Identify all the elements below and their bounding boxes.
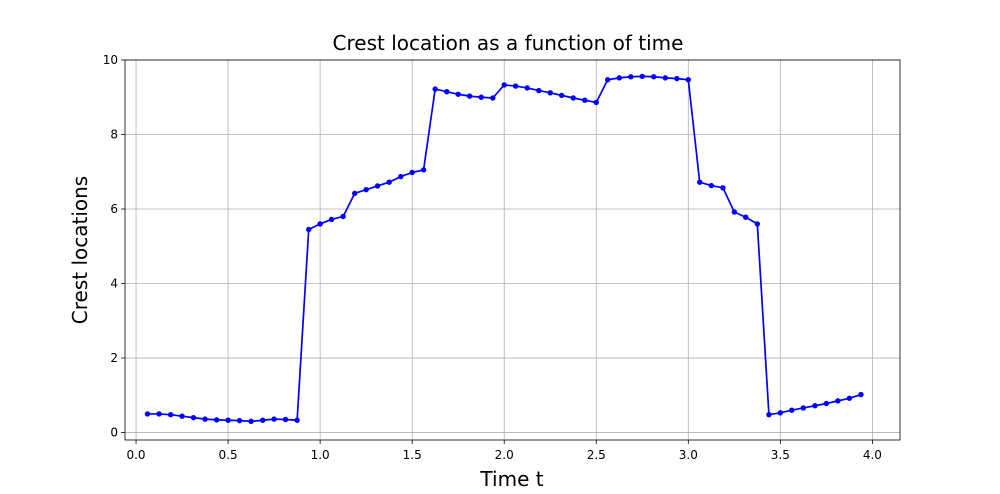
data-point [650, 74, 657, 80]
x-tick-label: 0.0 [126, 448, 145, 462]
data-point [754, 221, 761, 227]
data-point [409, 169, 415, 176]
data-point [674, 75, 680, 82]
data-point [789, 407, 795, 413]
data-point [743, 214, 749, 220]
data-point [536, 87, 542, 94]
data-point [455, 91, 461, 97]
data-point [639, 73, 645, 80]
data-point [202, 416, 208, 422]
plot-frame [124, 59, 901, 441]
data-point [271, 416, 277, 422]
data-point [812, 403, 818, 409]
data-point [708, 182, 715, 189]
data-point [823, 400, 830, 407]
grid-lines [125, 59, 900, 440]
data-point [570, 95, 576, 101]
data-point [720, 185, 726, 191]
data-point [444, 88, 450, 95]
data-point [582, 97, 588, 103]
x-tick-label: 1.0 [311, 448, 330, 462]
data-point [225, 417, 231, 423]
data-point [777, 410, 784, 416]
x-tick-label: 0.5 [219, 448, 238, 462]
data-point [490, 95, 496, 101]
data-point [616, 75, 622, 81]
y-tick-label: 0 [110, 426, 118, 440]
data-point [259, 417, 266, 423]
data-point [340, 213, 346, 220]
data-point [363, 186, 369, 193]
data-point [328, 216, 335, 223]
x-tick-label: 3.5 [771, 448, 790, 462]
data-point [835, 398, 841, 404]
data-point [420, 167, 427, 173]
data-point [558, 92, 565, 99]
x-axis-label: Time t [479, 467, 543, 491]
x-tick-label: 3.0 [679, 448, 698, 462]
data-point [858, 391, 864, 398]
x-tick-label: 1.5 [403, 448, 422, 462]
data-point [846, 395, 853, 401]
data-point [731, 209, 738, 215]
data-point [294, 417, 300, 423]
data-point [282, 416, 289, 423]
y-tick-label: 6 [110, 202, 118, 216]
data-point [352, 190, 358, 197]
data-point [628, 74, 634, 80]
x-tick-label: 2.5 [587, 448, 606, 462]
data-point [604, 77, 611, 83]
data-point [697, 179, 703, 185]
data-point [144, 411, 151, 417]
data-point [179, 413, 185, 419]
y-tick-label: 10 [103, 53, 118, 67]
y-tick-label: 2 [110, 351, 118, 365]
x-tick-label: 2.0 [495, 448, 514, 462]
y-tick-label: 4 [110, 277, 118, 291]
data-point [766, 411, 772, 418]
x-tick-label: 4.0 [863, 448, 882, 462]
data-point [398, 173, 404, 180]
data-point [190, 414, 197, 421]
data-point [167, 411, 174, 418]
data-point [662, 75, 668, 81]
data-point [478, 94, 484, 100]
y-axis-label: Crest locations [68, 176, 92, 324]
data-point [512, 83, 519, 89]
data-point [800, 405, 807, 411]
data-point [317, 221, 323, 227]
data-point [547, 90, 553, 96]
data-point [386, 179, 392, 185]
data-point [524, 85, 530, 91]
data-point [501, 82, 507, 88]
y-tick-label: 8 [110, 128, 118, 142]
data-point [248, 418, 254, 425]
data-point [156, 411, 162, 417]
data-point [374, 183, 381, 189]
data-point [236, 417, 243, 424]
data-point [306, 226, 312, 233]
chart-title: Crest location as a function of time [333, 31, 684, 55]
data-point [213, 417, 220, 423]
data-point [593, 99, 599, 106]
data-point [685, 77, 692, 83]
data-point [466, 93, 473, 99]
data-point [432, 86, 438, 92]
